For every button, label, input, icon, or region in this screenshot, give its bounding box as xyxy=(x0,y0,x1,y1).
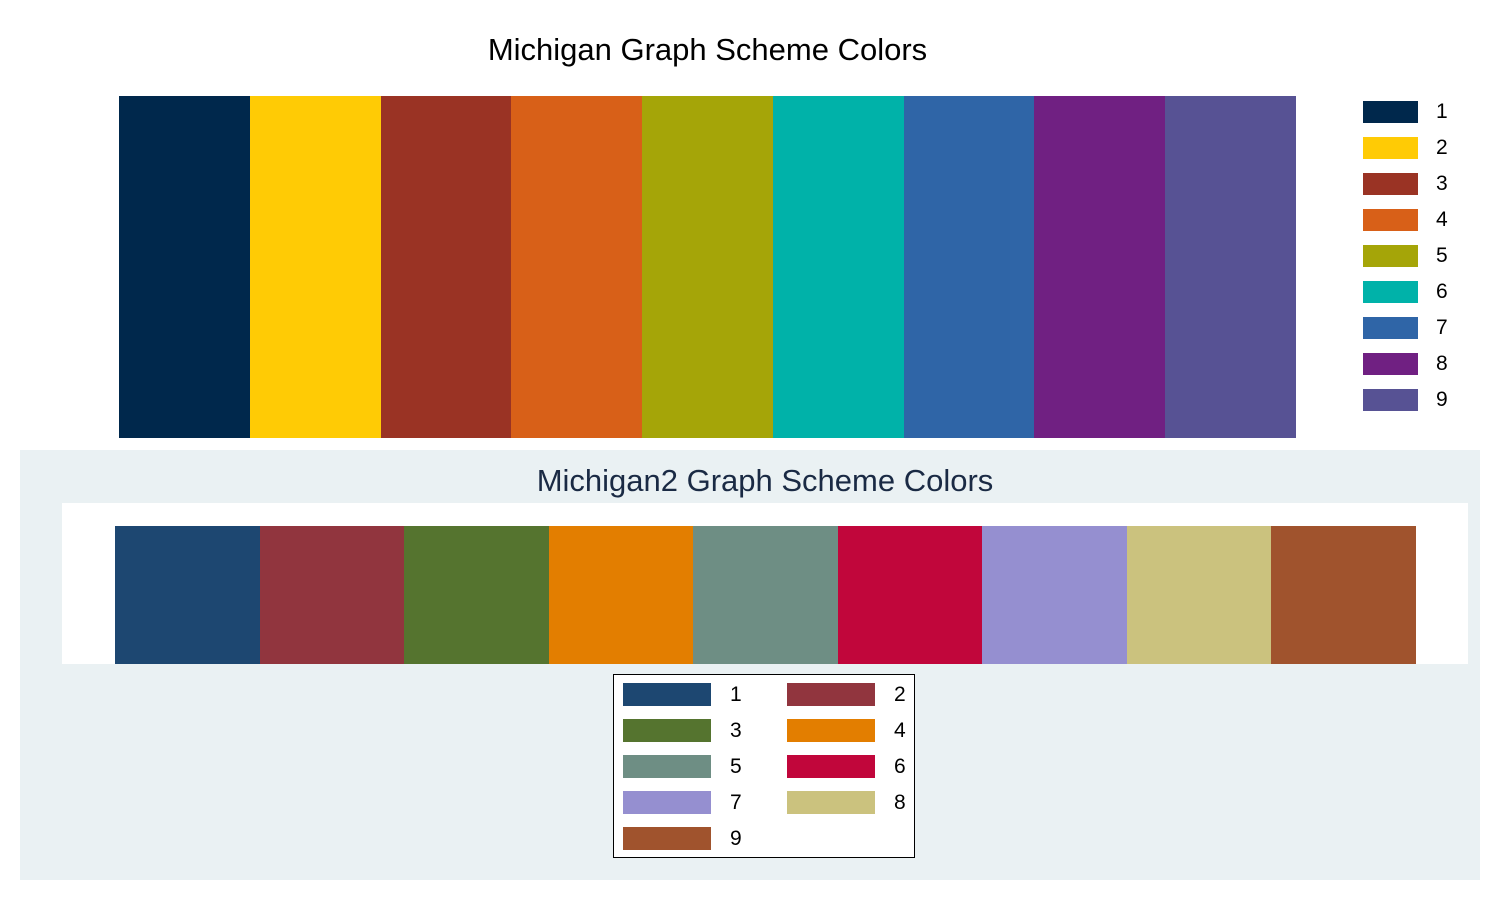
bar-7 xyxy=(982,526,1128,664)
legend-swatch-3 xyxy=(623,719,711,742)
legend: 1 2 3 4 5 6 7 8 9 xyxy=(613,674,915,858)
bar-5 xyxy=(693,526,839,664)
legend-swatch-6 xyxy=(1363,281,1418,303)
bar-8 xyxy=(1126,526,1272,664)
legend-label-1: 1 xyxy=(730,682,742,706)
bar-4 xyxy=(548,526,694,664)
legend-swatch-1 xyxy=(623,683,711,706)
bar-2 xyxy=(249,96,382,438)
legend-label-6: 6 xyxy=(894,754,906,778)
legend-label-7: 7 xyxy=(1436,316,1448,339)
legend-swatch-9 xyxy=(1363,389,1418,411)
legend-swatch-2 xyxy=(787,683,875,706)
legend-swatch-6 xyxy=(787,755,875,778)
legend-swatch-1 xyxy=(1363,101,1418,123)
legend-swatch-2 xyxy=(1363,137,1418,159)
legend-swatch-5 xyxy=(1363,245,1418,267)
legend-label-8: 8 xyxy=(1436,352,1448,375)
bar-9 xyxy=(1271,526,1417,664)
legend-label-8: 8 xyxy=(894,790,906,814)
legend-label-9: 9 xyxy=(730,826,742,850)
chart-title: Michigan Graph Scheme Colors xyxy=(487,32,928,67)
legend-label-2: 2 xyxy=(1436,136,1448,159)
legend-label-4: 4 xyxy=(894,718,906,742)
bar-6 xyxy=(837,526,983,664)
legend-swatch-3 xyxy=(1363,173,1418,195)
bar-8 xyxy=(1034,96,1166,438)
bar-3 xyxy=(404,526,550,664)
chart-title: Michigan2 Graph Scheme Colors xyxy=(536,463,994,498)
legend-label-4: 4 xyxy=(1436,208,1448,231)
bar-1 xyxy=(119,96,251,438)
legend-label-1: 1 xyxy=(1436,100,1448,123)
legend-label-2: 2 xyxy=(894,682,906,706)
legend-label-6: 6 xyxy=(1436,280,1448,303)
bar-5 xyxy=(642,96,774,438)
legend-swatch-7 xyxy=(623,791,711,814)
legend-swatch-9 xyxy=(623,827,711,850)
bar-4 xyxy=(511,96,643,438)
legend-label-5: 5 xyxy=(730,754,742,778)
bar-7 xyxy=(903,96,1035,438)
bar-9 xyxy=(1165,96,1297,438)
legend-swatch-8 xyxy=(787,791,875,814)
legend-label-9: 9 xyxy=(1436,388,1448,411)
bar-2 xyxy=(259,526,405,664)
legend-label-3: 3 xyxy=(1436,172,1448,195)
bar-3 xyxy=(380,96,512,438)
legend-label-5: 5 xyxy=(1436,244,1448,267)
bar-1 xyxy=(115,526,261,664)
legend-swatch-7 xyxy=(1363,317,1418,339)
legend-swatch-4 xyxy=(1363,209,1418,231)
legend-swatch-8 xyxy=(1363,353,1418,375)
legend-swatch-5 xyxy=(623,755,711,778)
legend-label-7: 7 xyxy=(730,790,742,814)
legend-swatch-4 xyxy=(787,719,875,742)
bar-6 xyxy=(772,96,905,438)
legend-label-3: 3 xyxy=(730,718,742,742)
